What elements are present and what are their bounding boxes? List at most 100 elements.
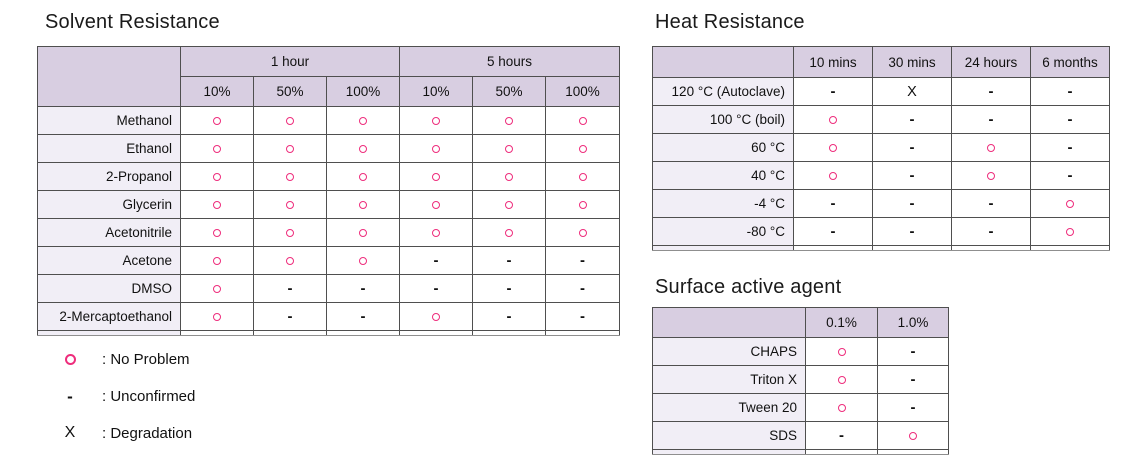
result-cell bbox=[253, 162, 327, 191]
table-row: 2-Mercaptoethanol - - - - bbox=[37, 302, 620, 331]
legend-label: : Unconfirmed bbox=[102, 387, 196, 405]
result-cell bbox=[472, 190, 546, 219]
stub-cell bbox=[326, 330, 400, 336]
no-problem-marker bbox=[213, 313, 221, 322]
legend: : No Problem -: Unconfirmed X: Degradation bbox=[60, 346, 195, 457]
unconfirmed-marker: - bbox=[433, 252, 439, 269]
no-problem-marker bbox=[286, 229, 294, 238]
table-row: 2-Propanol bbox=[37, 162, 620, 191]
result-cell bbox=[545, 162, 620, 191]
result-cell bbox=[472, 134, 546, 163]
result-cell bbox=[253, 134, 327, 163]
result-cell: - bbox=[877, 393, 949, 422]
no-problem-marker bbox=[432, 229, 440, 238]
surface-active-agent-title: Surface active agent bbox=[655, 276, 842, 298]
result-cell bbox=[180, 246, 254, 275]
no-problem-marker bbox=[578, 201, 587, 210]
table-row: Glycerin bbox=[37, 190, 620, 219]
table-row: Acetonitrile bbox=[37, 218, 620, 247]
result-cell bbox=[180, 134, 254, 163]
corner-cell bbox=[652, 307, 806, 338]
table-row: -4 °C - - - bbox=[652, 189, 1110, 218]
result-cell bbox=[326, 106, 400, 135]
unconfirmed-marker: - bbox=[287, 280, 293, 297]
unconfirmed-icon: - bbox=[67, 386, 73, 406]
result-cell: X bbox=[872, 77, 952, 106]
result-cell: - bbox=[1030, 161, 1110, 190]
result-cell: - bbox=[872, 189, 952, 218]
table-row: Ethanol bbox=[37, 134, 620, 163]
no-problem-marker bbox=[505, 201, 513, 210]
table-row: Methanol bbox=[37, 106, 620, 135]
row-label: CHAPS bbox=[652, 337, 806, 366]
result-cell bbox=[793, 133, 873, 162]
result-cell bbox=[326, 134, 400, 163]
column-header: 10% bbox=[399, 76, 473, 107]
unconfirmed-marker: - bbox=[1067, 111, 1073, 128]
table-row: 60 °C - - bbox=[652, 133, 1110, 162]
table-row: SDS - bbox=[652, 421, 949, 450]
no-problem-marker bbox=[505, 145, 513, 154]
corner-cell bbox=[37, 46, 181, 107]
result-cell: - bbox=[253, 302, 327, 331]
result-cell: - bbox=[1030, 105, 1110, 134]
table-row: Acetone - - - bbox=[37, 246, 620, 275]
no-problem-marker bbox=[359, 145, 367, 154]
legend-label: : Degradation bbox=[102, 424, 193, 442]
column-header: 0.1% bbox=[805, 307, 878, 338]
row-label: 2-Propanol bbox=[37, 162, 181, 191]
result-cell bbox=[253, 246, 327, 275]
unconfirmed-marker: - bbox=[910, 371, 916, 388]
result-cell: - bbox=[951, 217, 1031, 246]
corner-cell bbox=[652, 46, 794, 78]
stub-cell bbox=[805, 449, 878, 455]
no-problem-icon bbox=[64, 353, 76, 365]
table-row: 120 °C (Autoclave) - X - - bbox=[652, 77, 1110, 106]
heat-resistance-table: 10 mins 30 mins 24 hours 6 months 120 °C (Au… bbox=[652, 46, 1110, 251]
unconfirmed-marker: - bbox=[910, 399, 916, 416]
unconfirmed-marker: - bbox=[830, 223, 836, 240]
result-cell bbox=[545, 218, 620, 247]
table-row: 40 °C - - bbox=[652, 161, 1110, 190]
result-cell bbox=[253, 218, 327, 247]
no-problem-marker bbox=[286, 145, 294, 154]
result-cell bbox=[472, 218, 546, 247]
result-cell: - bbox=[545, 302, 620, 331]
unconfirmed-marker: - bbox=[1067, 167, 1073, 184]
no-problem-marker bbox=[213, 285, 221, 294]
column-header: 10 mins bbox=[793, 46, 873, 78]
column-header: 50% bbox=[472, 76, 546, 107]
result-cell: - bbox=[872, 105, 952, 134]
no-problem-marker bbox=[1066, 200, 1074, 209]
no-problem-marker bbox=[505, 117, 513, 126]
row-label: -4 °C bbox=[652, 189, 794, 218]
result-cell: - bbox=[1030, 133, 1110, 162]
result-cell: - bbox=[951, 105, 1031, 134]
no-problem-marker bbox=[213, 145, 221, 154]
result-cell: - bbox=[253, 274, 327, 303]
result-cell: - bbox=[545, 246, 620, 275]
no-problem-marker bbox=[213, 257, 221, 266]
unconfirmed-marker: - bbox=[506, 280, 512, 297]
unconfirmed-marker: - bbox=[433, 280, 439, 297]
no-problem-marker bbox=[359, 173, 367, 182]
result-cell: - bbox=[872, 133, 952, 162]
unconfirmed-marker: - bbox=[360, 308, 366, 325]
no-problem-marker bbox=[837, 404, 846, 413]
column-header: 10% bbox=[180, 76, 254, 107]
unconfirmed-marker: - bbox=[580, 252, 585, 269]
result-cell bbox=[793, 161, 873, 190]
row-label: 2-Mercaptoethanol bbox=[37, 302, 181, 331]
result-cell: - bbox=[877, 337, 949, 366]
no-problem-marker bbox=[837, 348, 846, 357]
result-cell: - bbox=[872, 217, 952, 246]
result-cell: - bbox=[472, 302, 546, 331]
stub-cell bbox=[399, 330, 473, 336]
stub-cell bbox=[872, 245, 952, 251]
row-label: -80 °C bbox=[652, 217, 794, 246]
row-label: 100 °C (boil) bbox=[652, 105, 794, 134]
result-cell bbox=[326, 190, 400, 219]
legend-item: - : Unconfirmed bbox=[60, 383, 195, 409]
no-problem-marker bbox=[829, 144, 837, 153]
result-cell: - bbox=[326, 274, 400, 303]
